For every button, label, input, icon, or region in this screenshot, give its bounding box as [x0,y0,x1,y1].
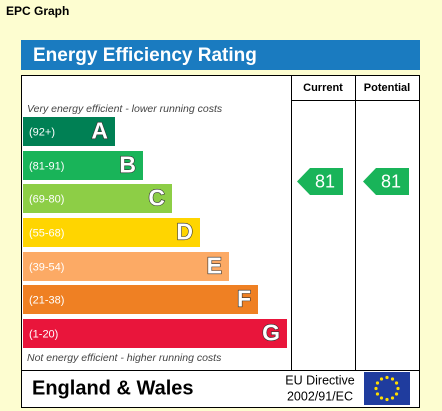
rating-value: 81 [381,171,401,191]
eu-star [385,375,389,380]
band-letter: G [262,320,280,346]
eu-star [394,381,399,385]
band-letter: F [237,286,251,312]
band-bar [23,285,258,314]
directive: 2002/91/EC [287,389,353,403]
band-letter: A [91,118,108,144]
rating-value: 81 [315,171,335,191]
eu-star [379,377,384,381]
eu-star [390,377,395,381]
band-range: (81-91) [29,160,64,172]
band-range: (21-38) [29,294,64,306]
header-title: Energy Efficiency Rating [33,45,257,66]
bottom-note: Not energy efficient - higher running co… [27,352,222,364]
eu-star [396,386,400,391]
eu-star [390,396,395,400]
band-letter: D [176,219,193,245]
band-letter: B [119,152,136,178]
band-letter: C [148,185,165,211]
top-note: Very energy efficient - lower running co… [27,103,223,115]
column-header: Current [303,82,343,94]
column-header: Potential [364,82,410,94]
band-bar [23,319,287,348]
eu-star [374,386,378,391]
band-bar [23,151,143,180]
band-bar [23,117,115,146]
band-bar [23,252,229,281]
band-range: (69-80) [29,193,64,205]
eu-star [394,392,399,396]
band-bar [23,184,172,213]
directive: EU Directive [285,373,355,387]
band-range: (1-20) [29,328,58,340]
band-range: (92+) [29,126,55,138]
band-bar [23,218,200,247]
header-bar [21,40,420,70]
region: England & Wales [32,377,194,399]
band-range: (39-54) [29,261,64,273]
band-range: (55-68) [29,227,64,239]
eu-star [379,396,384,400]
eu-star [375,392,380,396]
eu-star [385,397,389,402]
rating-arrow [297,168,343,195]
eu-star [375,381,380,385]
page-title: EPC Graph [6,4,69,18]
band-letter: E [207,253,222,279]
rating-arrow [363,168,409,195]
